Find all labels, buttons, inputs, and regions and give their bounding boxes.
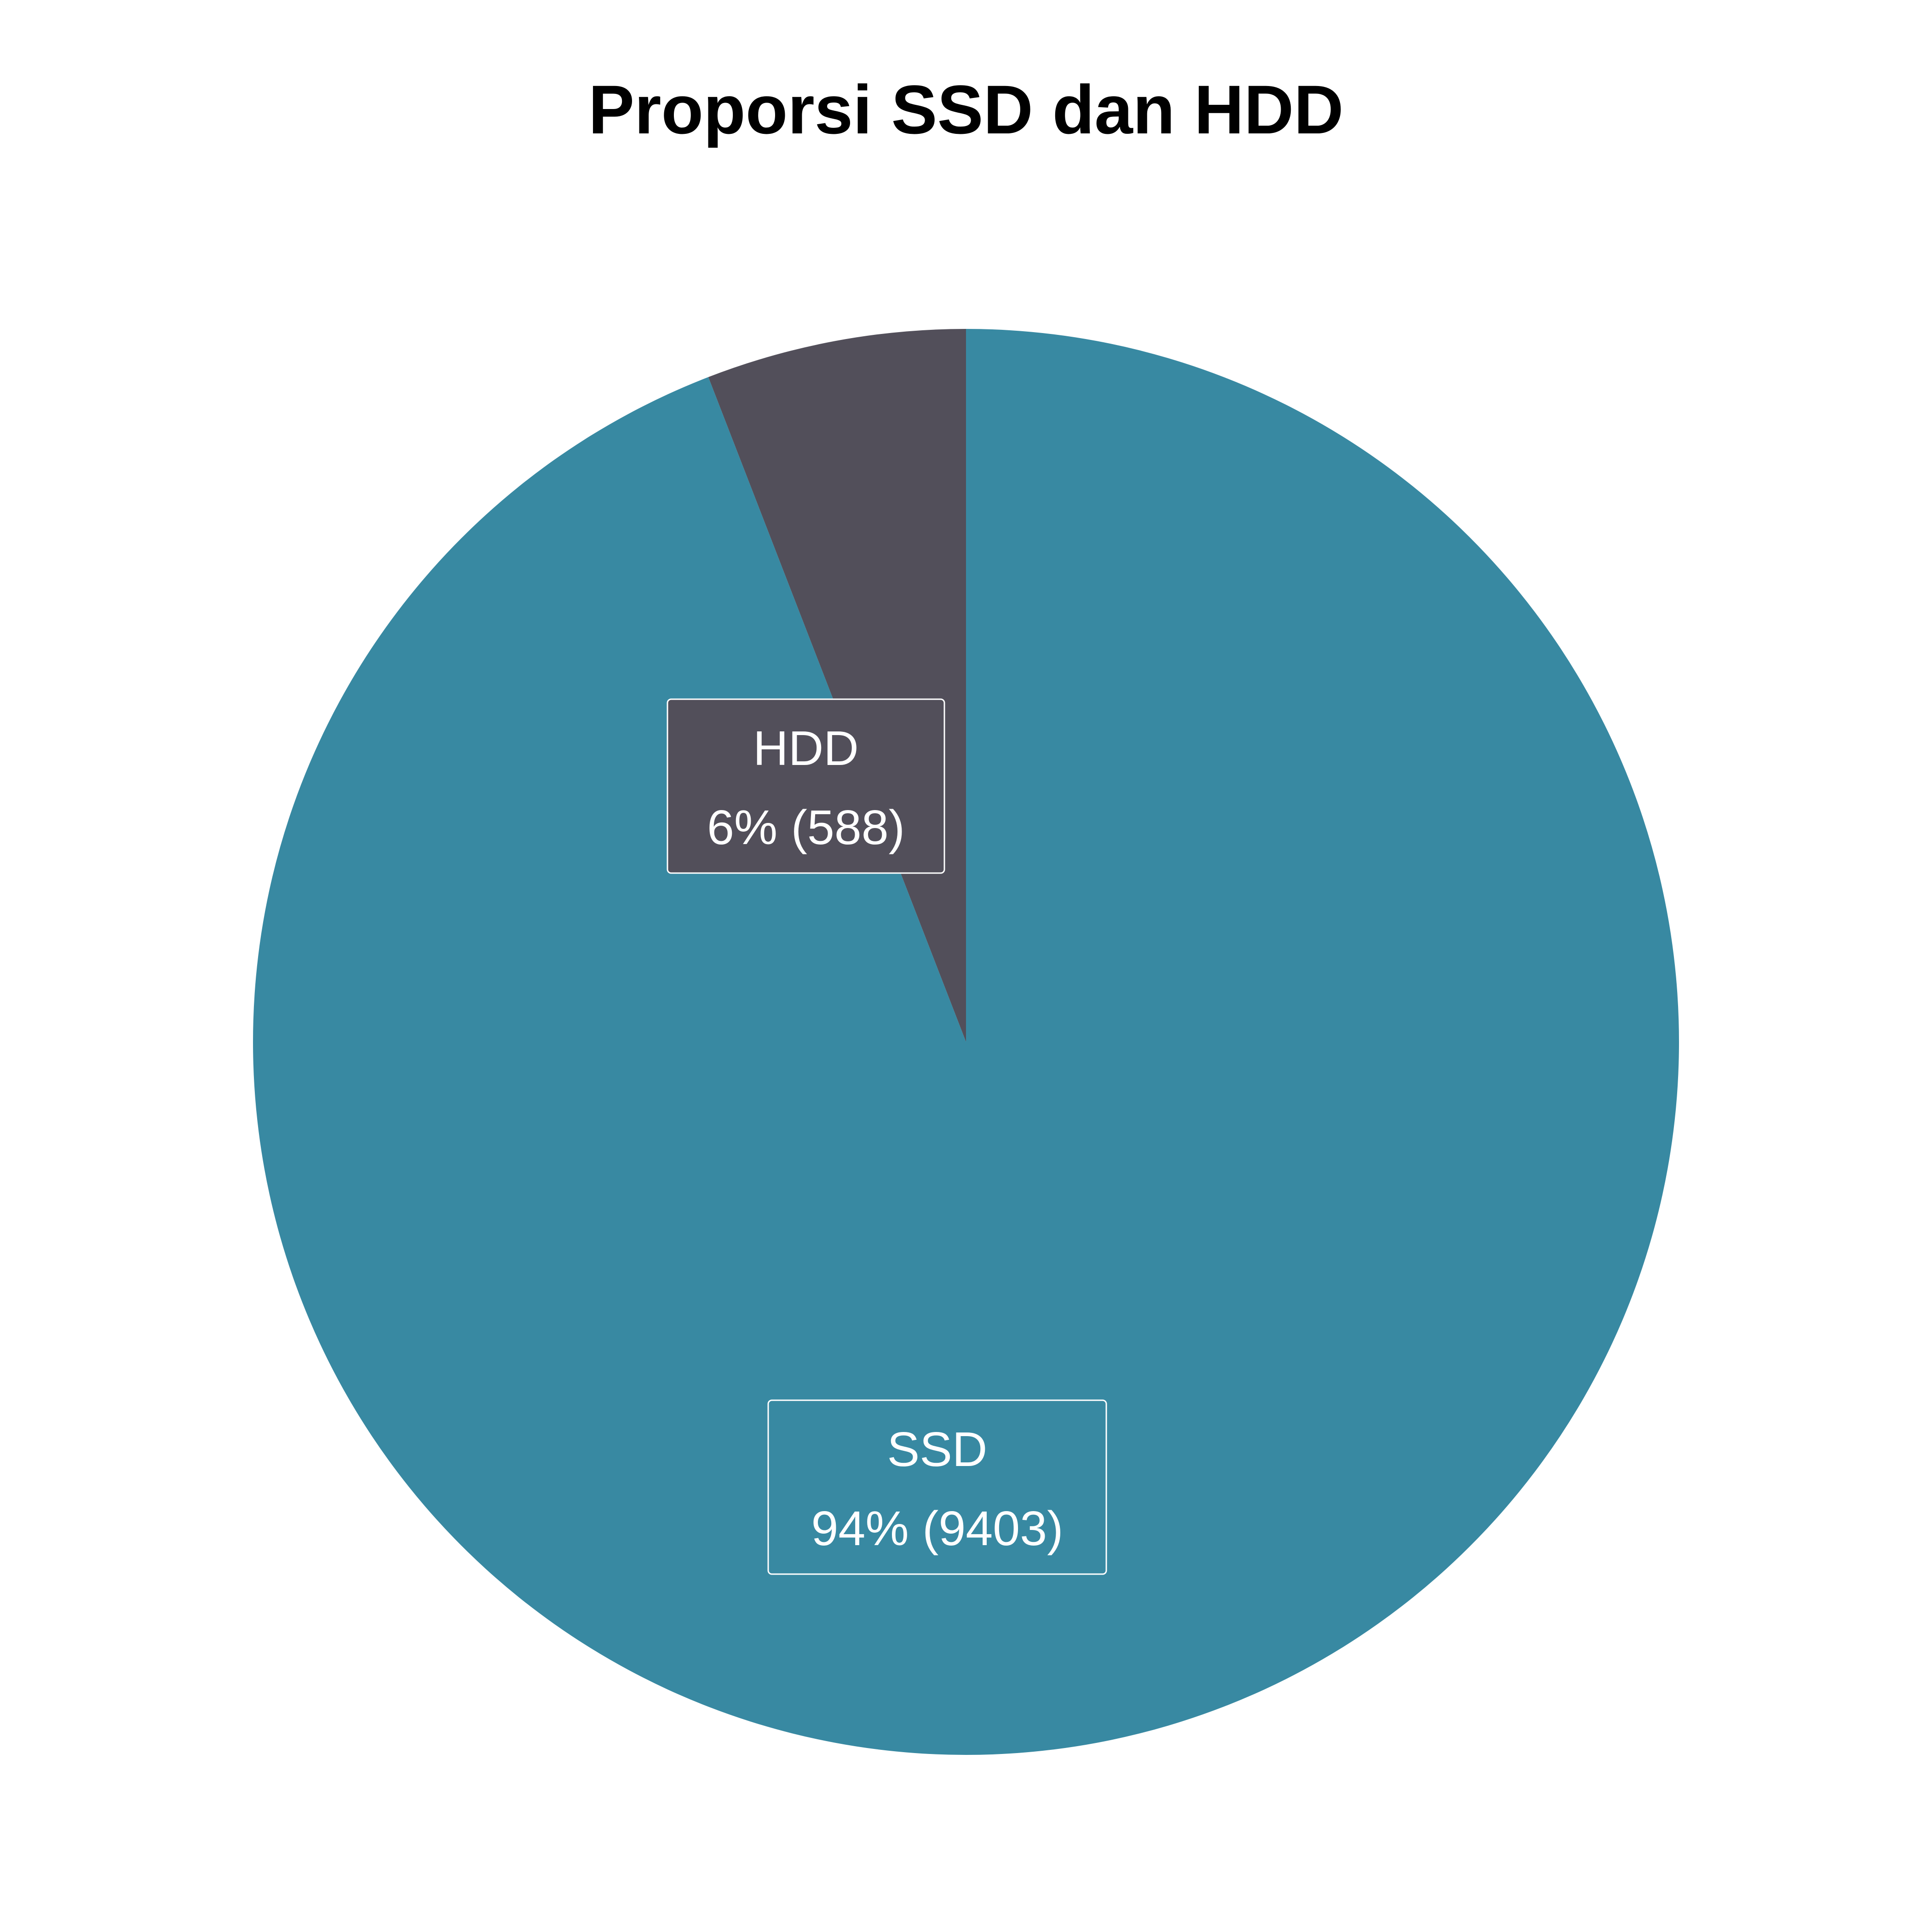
- slice-labels: HDD 6% (588) SSD 94% (9403): [667, 698, 1107, 1575]
- slice-label-value: 94% (9403): [811, 1501, 1063, 1556]
- chart-title: Proporsi SSD dan HDD: [588, 71, 1344, 148]
- slice-label-box: [767, 1399, 1107, 1575]
- slice-label-name: HDD: [753, 721, 859, 776]
- slice-label-value: 6% (588): [707, 800, 905, 855]
- pie-slice-ssd: [253, 329, 1679, 1755]
- slice-label-hdd: HDD 6% (588): [667, 698, 945, 874]
- slice-label-ssd: SSD 94% (9403): [767, 1399, 1107, 1575]
- slice-label-name: SSD: [887, 1422, 988, 1477]
- slice-label-box: [667, 698, 945, 874]
